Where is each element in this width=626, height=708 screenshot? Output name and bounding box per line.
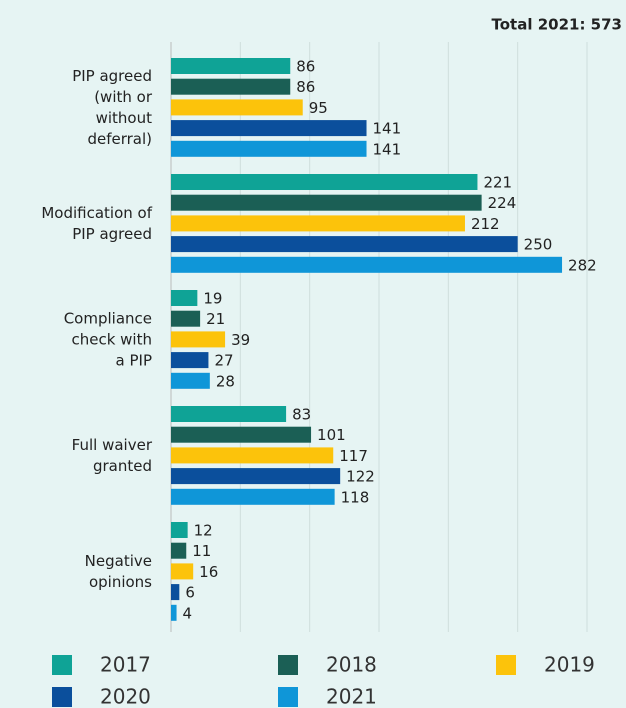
value-label: 27 <box>214 352 233 370</box>
bar <box>171 372 210 389</box>
bar <box>171 140 367 157</box>
value-label: 250 <box>524 236 553 254</box>
value-label: 83 <box>292 406 311 424</box>
bar <box>171 522 188 538</box>
value-label: 141 <box>373 140 402 158</box>
bar <box>171 236 518 253</box>
value-label: 19 <box>203 290 222 308</box>
legend-label: 2020 <box>100 685 151 708</box>
bar <box>171 488 335 505</box>
value-label: 21 <box>206 310 225 328</box>
bar <box>171 194 482 211</box>
legend-swatch <box>496 655 516 675</box>
value-label: 117 <box>339 447 368 465</box>
bar <box>171 256 563 273</box>
value-label: 86 <box>296 78 315 96</box>
bar <box>171 120 367 137</box>
chart-title: Total 2021: 573 <box>492 16 622 34</box>
legend-label: 2019 <box>544 653 595 677</box>
bar <box>171 468 341 485</box>
value-label: 86 <box>296 58 315 76</box>
value-label: 16 <box>199 563 218 581</box>
legend-label: 2017 <box>100 653 151 677</box>
bar <box>171 99 303 116</box>
value-label: 4 <box>183 604 193 622</box>
value-label: 221 <box>483 174 512 192</box>
value-label: 101 <box>317 426 346 444</box>
legend-swatch <box>278 687 298 707</box>
value-label: 118 <box>341 488 370 506</box>
value-label: 122 <box>346 468 375 486</box>
bar <box>171 215 465 232</box>
value-label: 95 <box>309 99 328 117</box>
bar <box>171 447 334 464</box>
bar <box>171 352 209 369</box>
bar <box>171 174 478 190</box>
category-label: Modification of PIP agreed <box>41 203 152 242</box>
bar <box>171 331 226 348</box>
bar <box>171 406 287 422</box>
bar <box>171 78 291 95</box>
legend-label: 2021 <box>326 685 377 708</box>
value-label: 39 <box>231 331 250 349</box>
category-label: Full waiver granted <box>72 435 153 474</box>
bar <box>171 290 198 306</box>
legend-swatch <box>278 655 298 675</box>
category-label: Compliance check with a PIP <box>64 309 152 369</box>
value-label: 28 <box>216 372 235 390</box>
legend-swatch <box>52 687 72 707</box>
bar <box>171 310 201 327</box>
value-label: 12 <box>194 522 213 540</box>
value-label: 224 <box>488 194 517 212</box>
bar <box>171 542 187 559</box>
legend-label: 2018 <box>326 653 377 677</box>
value-label: 212 <box>471 215 500 233</box>
category-label: PIP agreed (with or without deferral) <box>72 66 153 147</box>
bar <box>171 426 312 443</box>
value-label: 141 <box>373 120 402 138</box>
bar <box>171 584 180 601</box>
bar <box>171 58 291 74</box>
value-label: 6 <box>185 584 195 602</box>
category-label: Negative opinions <box>85 551 153 590</box>
bar <box>171 604 177 621</box>
value-label: 282 <box>568 256 597 274</box>
value-label: 11 <box>192 542 211 560</box>
bar <box>171 563 194 580</box>
legend-swatch <box>52 655 72 675</box>
